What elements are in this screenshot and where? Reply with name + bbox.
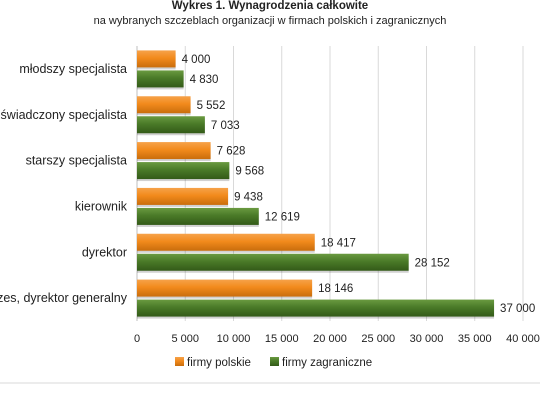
data-label: 18 146 (318, 283, 353, 295)
legend-label: firmy zagraniczne (282, 357, 372, 369)
data-label: 12 619 (265, 211, 300, 223)
bar-firmy-polskie (137, 279, 313, 297)
data-label: 4 000 (182, 54, 211, 66)
bar-firmy-zagraniczne (137, 253, 409, 271)
legend-label: firmy polskie (187, 357, 251, 369)
bar-firmy-polskie (137, 96, 191, 114)
data-label: 4 830 (190, 74, 219, 86)
category-label: doświadczony specjalista (0, 108, 127, 122)
bar-firmy-polskie (137, 233, 315, 251)
bar-firmy-polskie (137, 50, 176, 68)
x-tick-label: 5 000 (171, 333, 199, 345)
x-tick-label: 30 000 (410, 333, 444, 345)
legend-swatch (175, 357, 184, 366)
data-label: 28 152 (415, 257, 450, 269)
category-label: prezes, dyrektor generalny (0, 291, 128, 305)
bar-firmy-zagraniczne (137, 162, 230, 180)
bar-firmy-zagraniczne (137, 116, 205, 134)
bar-firmy-polskie (137, 142, 211, 160)
legend: firmy polskie firmy zagraniczne (175, 357, 372, 369)
category-label: młodszy specjalista (19, 62, 127, 76)
bar-firmy-zagraniczne (137, 207, 259, 225)
bar-firmy-polskie (137, 187, 229, 205)
bar-firmy-zagraniczne (137, 299, 495, 317)
data-label: 9 568 (235, 166, 264, 178)
x-tick-label: 25 000 (361, 333, 395, 345)
legend-swatch (270, 357, 279, 366)
chart-title: Wykres 1. Wynagrodzenia całkowite (171, 0, 369, 12)
labels-group: 0 5 000 10 000 15 000 20 000 25 000 30 000 35 0… (0, 54, 540, 345)
bars-group (137, 50, 495, 319)
x-tick-label: 15 000 (265, 333, 299, 345)
data-label: 7 628 (217, 146, 246, 158)
x-tick-label: 10 000 (217, 333, 251, 345)
x-tick-label: 35 000 (458, 333, 492, 345)
category-label: dyrektor (82, 245, 127, 259)
data-label: 9 438 (234, 191, 263, 203)
x-tick-label: 20 000 (313, 333, 347, 345)
bar-firmy-zagraniczne (137, 70, 184, 88)
chart-subtitle: na wybranych szczeblach organizacji w fi… (93, 15, 447, 27)
data-label: 7 033 (211, 120, 240, 132)
data-label: 37 000 (500, 303, 535, 315)
data-label: 18 417 (321, 237, 356, 249)
data-label: 5 552 (197, 100, 226, 112)
x-tick-label: 0 (134, 333, 140, 345)
category-label: starszy specjalista (26, 154, 127, 168)
x-tick-label: 40 000 (506, 333, 540, 345)
grid-lines (136, 46, 524, 321)
category-label: kierownik (75, 199, 128, 213)
